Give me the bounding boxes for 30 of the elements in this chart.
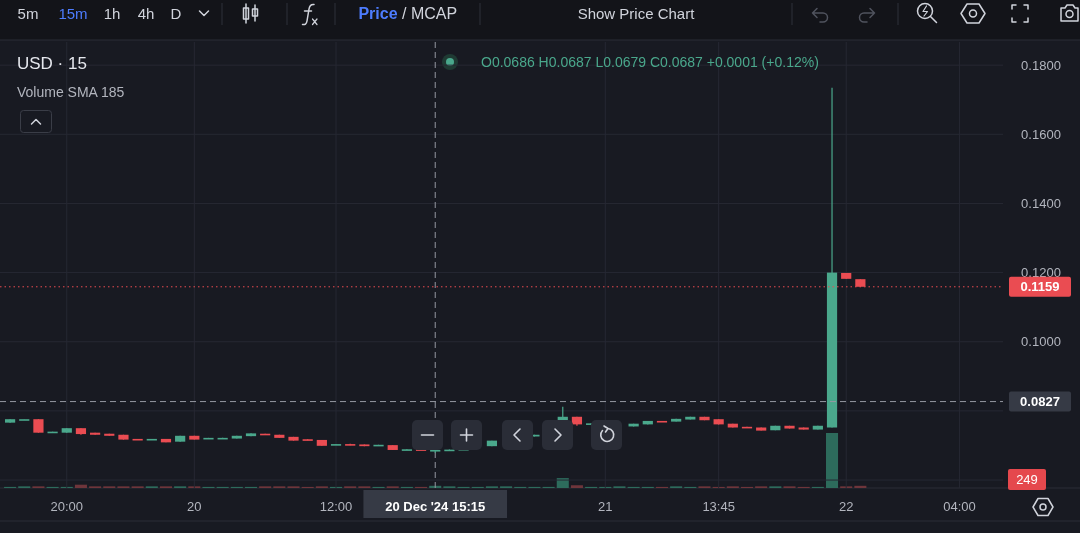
x-tick-label: 13:45 (702, 499, 735, 514)
ref-line-label: 0.1159 (1020, 279, 1060, 295)
text: 249 (1016, 472, 1038, 487)
text: Show Price Chart (577, 5, 696, 22)
text: 5m (17, 5, 39, 22)
x-tick-label: 20 (187, 499, 202, 514)
x-tick-label: 20:00 (50, 499, 84, 514)
text: 15m (58, 5, 88, 22)
x-tick-label: 21 (598, 499, 613, 514)
bar (570, 485, 583, 488)
annotation: O0.0686 H0.0687 L0.0679 C0.0687 +0.0001 (+0.12%) (481, 54, 819, 70)
ref-line-label: 0.0827 (1020, 394, 1060, 410)
y-tick-label: 0.1200 (1021, 265, 1061, 281)
text: / MCAP (402, 5, 458, 22)
x-tick-label: 22 (838, 499, 854, 514)
annotation: Volume SMA 185 (17, 84, 125, 100)
y-tick-label: 0.1600 (1021, 126, 1061, 142)
text: 4h (137, 5, 155, 22)
x-tick-label: 20 Dec '24 15:15 (385, 499, 486, 514)
text: 1h (103, 5, 121, 22)
y-tick-label: 0.1800 (1021, 57, 1061, 73)
text: D (170, 5, 182, 22)
text: USD · 15 (17, 54, 87, 73)
x-tick-label: 12:00 (319, 499, 353, 514)
text: Price (358, 5, 398, 22)
bar (74, 484, 87, 488)
x-tick-label: 04:00 (943, 499, 976, 514)
bar (826, 433, 839, 488)
y-tick-label: 0.1000 (1021, 334, 1061, 350)
y-tick-label: 0.1400 (1021, 195, 1061, 211)
